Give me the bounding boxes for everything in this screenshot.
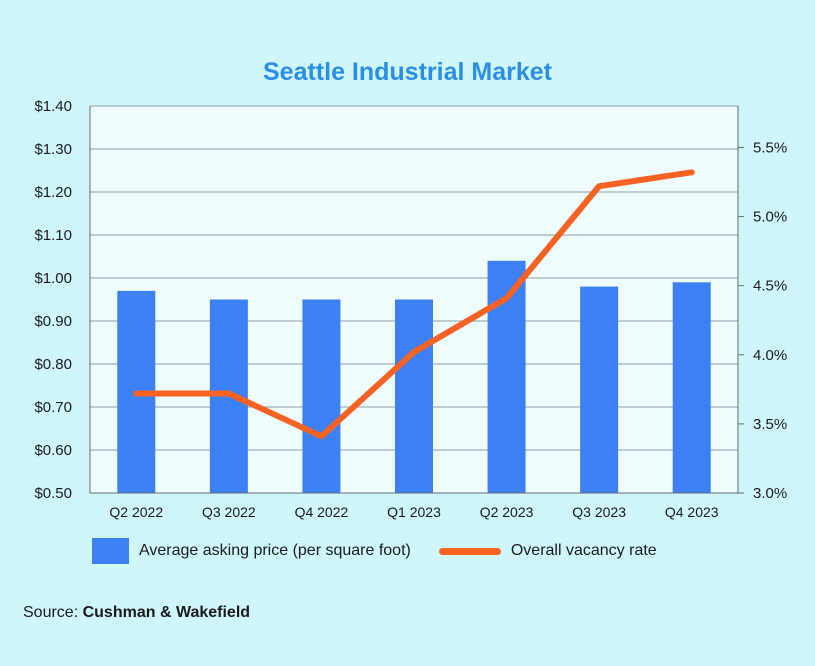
legend: Average asking price (per square foot) O… [92,537,752,565]
x-tick-label-1: Q3 2022 [202,504,256,520]
x-tick-label-6: Q4 2023 [665,504,719,520]
axes [89,106,744,494]
line-series [133,169,695,440]
source-label: Source: [23,604,79,621]
x-tick-label-2: Q4 2022 [295,504,349,520]
y-left-tick-label-5: $1.00 [34,270,72,287]
y-left-tick-label-4: $0.90 [34,313,72,330]
tick-labels: $0.50 $0.60 $0.70 $0.80 $0.90 $1.00 $1.10 $1.20… [34,98,787,520]
x-tick-label-4: Q2 2023 [480,504,534,520]
y-left-tick-label-0: $0.50 [34,485,72,502]
y-left-tick-label-1: $0.60 [34,442,72,459]
legend-bar-label: Average asking price (per square foot) [139,542,411,559]
y-right-tick-label-1: 3.5% [753,416,787,433]
legend-bar-swatch [92,538,129,564]
y-left-tick-label-6: $1.10 [34,227,72,244]
bar-6 [672,282,711,493]
y-right-tick-label-4: 5.0% [753,209,787,226]
x-tick-label-0: Q2 2022 [109,504,163,520]
y-left-tick-label-7: $1.20 [34,184,72,201]
x-tick-label-3: Q1 2023 [387,504,441,520]
legend-line-label: Overall vacancy rate [510,542,657,559]
y-right-tick-label-5: 5.5% [753,139,787,156]
y-right-tick-label-2: 4.0% [753,347,787,364]
y-right-tick-label-0: 3.0% [753,485,787,502]
source-note: Source: Cushman & Wakefield [23,604,250,622]
legend-line-swatch [438,547,501,555]
bar-5 [580,286,619,493]
y-right-tick-label-3: 4.5% [753,278,787,295]
x-tick-label-5: Q3 2023 [572,504,626,520]
bar-2 [302,299,341,493]
y-left-tick-label-3: $0.80 [34,356,72,373]
bar-3 [395,299,433,493]
y-left-tick-label-8: $1.30 [34,141,72,158]
y-left-tick-label-2: $0.70 [34,399,72,416]
y-left-tick-label-9: $1.40 [34,98,72,115]
chart-title: Seattle Industrial Market [263,58,552,86]
source-name: Cushman & Wakefield [82,604,251,621]
